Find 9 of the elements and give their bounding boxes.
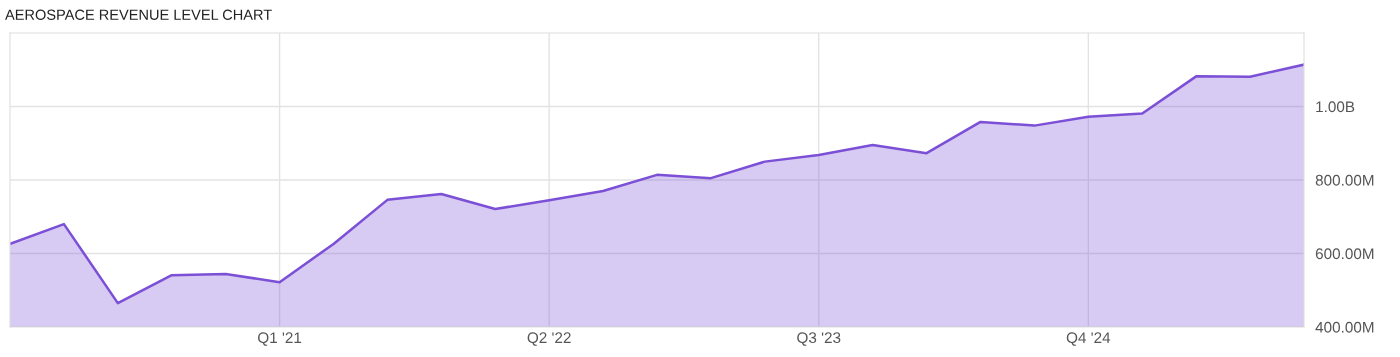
x-tick-label: Q3 '23 <box>797 332 841 346</box>
x-tick-label: Q1 '21 <box>258 332 302 346</box>
y-tick-label: 1.00B <box>1316 101 1355 113</box>
x-tick-label: Q4 '24 <box>1066 332 1111 346</box>
y-tick-label: 800.00M <box>1315 174 1374 186</box>
y-tick-label: 400.00M <box>1315 321 1374 333</box>
x-tick-label: Q2 '22 <box>527 332 571 346</box>
y-tick-label: 600.00M <box>1315 248 1374 260</box>
chart-title: AEROSPACE REVENUE LEVEL CHART <box>5 9 272 20</box>
